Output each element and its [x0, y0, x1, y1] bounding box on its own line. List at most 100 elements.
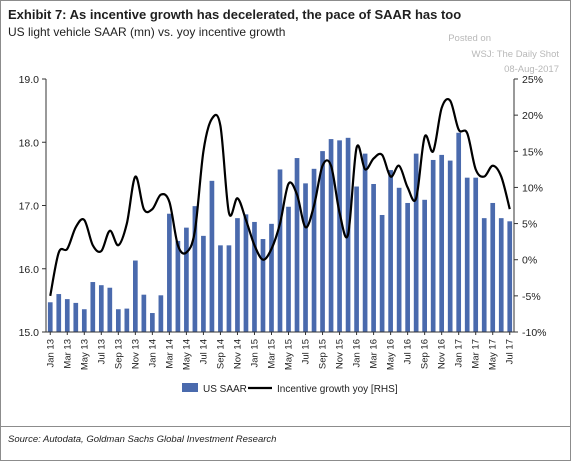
saar-bar [158, 295, 164, 332]
chart-subtitle: US light vehicle SAAR (mn) vs. yoy incen… [8, 25, 286, 39]
x-tick-label: Jul 16 [403, 339, 414, 364]
right-tick-label: 0% [522, 255, 537, 267]
x-tick-label: Jul 17 [505, 339, 516, 364]
x-tick-label: May 14 [181, 339, 192, 370]
x-tick-label: May 15 [284, 339, 295, 370]
saar-bar [277, 169, 283, 332]
saar-bar [422, 199, 427, 332]
footer-divider [0, 426, 571, 427]
right-tick-label: 5% [522, 219, 537, 231]
x-tick-label: Mar 15 [266, 339, 277, 369]
x-tick-label: Nov 15 [335, 339, 346, 369]
saar-bar [320, 151, 325, 332]
saar-bar [490, 202, 496, 332]
x-tick-label: Mar 16 [369, 339, 380, 369]
saar-bar [218, 245, 223, 332]
saar-bar [107, 287, 113, 332]
saar-bar [141, 294, 147, 332]
left-tick-label: 18.0 [19, 137, 40, 149]
chart-title: Exhibit 7: As incentive growth has decel… [8, 7, 462, 22]
x-tick-label: Jan 15 [249, 339, 260, 368]
saar-bar [73, 302, 79, 332]
x-tick-label: Nov 13 [130, 339, 141, 369]
x-tick-label: Sep 13 [113, 339, 124, 369]
saar-bar [456, 132, 462, 332]
x-tick-label: Jul 13 [96, 339, 107, 364]
saar-bar [473, 177, 479, 332]
saar-bar [447, 160, 453, 332]
right-tick-label: 25% [522, 74, 543, 86]
saar-bar [167, 213, 172, 332]
saar-bar [243, 214, 249, 332]
right-tick-label: 15% [522, 146, 543, 158]
source-note: Source: Autodata, Goldman Sachs Global I… [8, 434, 277, 445]
saar-bar [269, 223, 274, 332]
x-tick-label: Mar 13 [62, 339, 73, 369]
saar-bar [396, 187, 402, 332]
saar-bar [81, 309, 87, 332]
right-tick-label: 20% [522, 110, 543, 122]
saar-bar [175, 240, 181, 332]
legend-label-saar: US SAAR [203, 384, 247, 395]
x-tick-label: Sep 14 [215, 339, 226, 369]
saar-bar [201, 235, 206, 332]
saar-bar [311, 168, 317, 332]
saar-bar [115, 309, 121, 332]
right-tick-label: -10% [522, 327, 547, 339]
watermark-date: 08-Aug-2017 [504, 64, 559, 75]
saar-bar [405, 202, 410, 332]
saar-bar [481, 218, 487, 332]
x-tick-label: Nov 16 [437, 339, 448, 369]
x-tick-label: Jul 14 [198, 339, 209, 364]
x-tick-label: Jul 15 [301, 339, 312, 364]
saar-bar [439, 154, 445, 332]
x-tick-label: Jan 14 [147, 339, 158, 368]
saar-bar [56, 294, 62, 332]
saar-bar [464, 177, 470, 332]
right-tick-label: -5% [522, 291, 541, 303]
saar-bar [413, 153, 419, 332]
legend-swatch-saar [182, 383, 198, 392]
left-tick-label: 17.0 [19, 201, 40, 213]
saar-bar [337, 140, 342, 332]
combo-chart: 15.0 16.0 17.0 18.0 19.0 -10% -5% 0% 5% 10% 15% 20%… [19, 74, 547, 395]
saar-bar [286, 206, 291, 332]
saar-bar [209, 180, 215, 332]
saar-bar [226, 245, 232, 332]
x-tick-label: May 13 [79, 339, 90, 370]
saar-bar [260, 239, 266, 332]
watermark-source: WSJ: The Daily Shot [471, 49, 559, 60]
saar-bar [98, 285, 104, 332]
saar-bar [90, 282, 96, 332]
x-tick-label: Jan 17 [454, 339, 465, 368]
x-tick-label: May 17 [488, 339, 499, 370]
saar-bar [388, 170, 393, 332]
saar-bar [47, 302, 53, 332]
saar-bar [371, 183, 376, 332]
legend-label-incentive: Incentive growth yoy [RHS] [277, 384, 398, 395]
left-tick-label: 15.0 [19, 327, 40, 339]
saar-bar [507, 221, 513, 332]
saar-bar [150, 313, 155, 332]
left-tick-label: 16.0 [19, 264, 40, 276]
saar-bar [294, 158, 300, 332]
x-tick-label: Mar 14 [164, 339, 175, 369]
incentive-growth-line [49, 98, 511, 297]
x-tick-label: Sep 15 [318, 339, 329, 369]
saar-bar [133, 260, 138, 332]
saar-bar [303, 183, 308, 332]
x-tick-label: Nov 14 [232, 339, 243, 369]
saar-bar [379, 214, 385, 332]
saar-bar [64, 299, 70, 332]
saar-bar [235, 218, 240, 332]
x-tick-label: Mar 17 [471, 339, 482, 369]
saar-bar [328, 139, 334, 332]
x-tick-label: Jan 16 [352, 339, 363, 368]
saar-bar [498, 218, 504, 332]
right-tick-label: 10% [522, 182, 543, 194]
saar-bar [124, 308, 130, 332]
x-tick-label: May 16 [386, 339, 397, 370]
saar-bar [252, 221, 257, 332]
saar-bar [354, 186, 359, 332]
watermark-posted-on: Posted on [448, 33, 491, 44]
